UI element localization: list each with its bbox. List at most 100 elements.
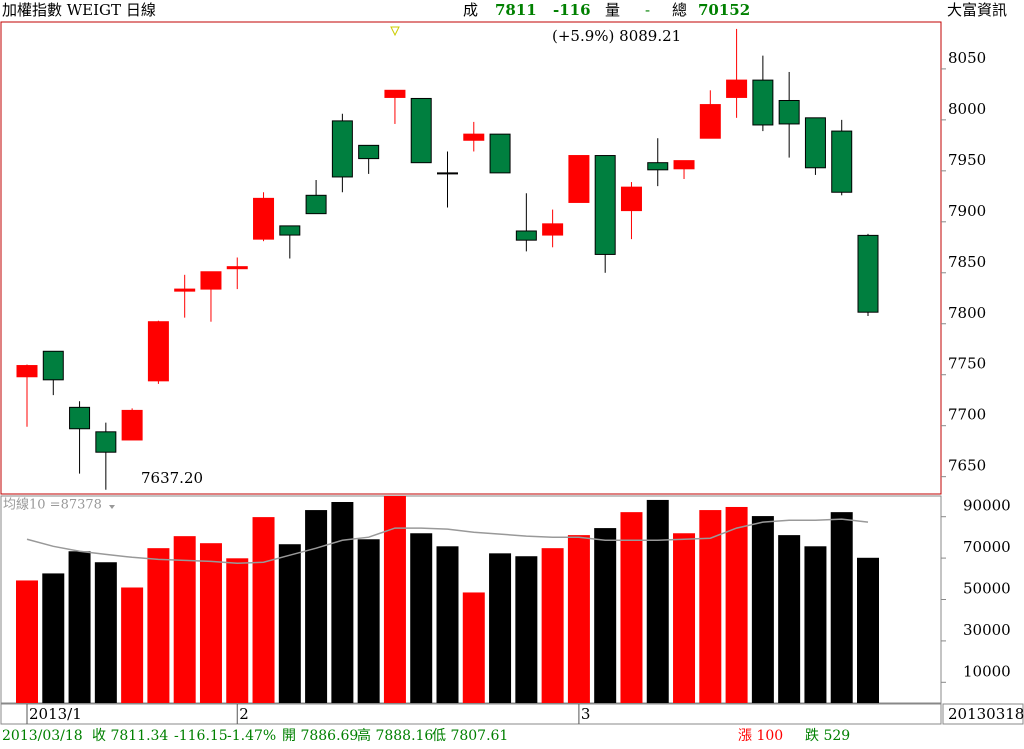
candle-body (331, 120, 353, 178)
footer-down: 跌 529 (805, 728, 850, 744)
footer-low: 低 7807.61 (432, 728, 508, 744)
candle-body (542, 223, 564, 236)
candle-body (726, 79, 748, 98)
total-label: 總 (672, 1, 687, 19)
deal-label: 成 (463, 1, 478, 19)
low-annotation: 7637.20 (141, 469, 203, 487)
volume-bar (725, 506, 748, 703)
volume-bar (252, 517, 275, 703)
price-panel (0, 21, 942, 495)
volume-bar (541, 548, 564, 703)
volume-label: 量 (605, 1, 620, 19)
volume-bar (436, 546, 459, 703)
candle-body (594, 155, 616, 255)
candle-body (410, 97, 432, 164)
candle-body (568, 155, 590, 203)
footer-high: 高 7888.16 (357, 727, 433, 744)
ma-legend: 均線10 =87378 (3, 497, 102, 513)
volume-bar (489, 553, 512, 703)
candle-body (279, 225, 301, 236)
x-tick-label: 2013/1 (29, 705, 82, 723)
marker (390, 26, 400, 37)
candle-body (437, 172, 458, 175)
footer-up: 漲 100 (738, 728, 783, 744)
candle-body (42, 350, 64, 381)
legend-arrow (109, 505, 115, 509)
title: 加權指數 WEIGT 日線 (2, 1, 156, 19)
candle-body (384, 89, 406, 98)
ma-line (26, 518, 869, 565)
candle-body (752, 79, 774, 126)
volume-bar (857, 557, 879, 703)
volume-bar (278, 544, 301, 703)
candle-body (200, 271, 222, 290)
candle-body (857, 234, 879, 313)
volume-bar (673, 533, 696, 703)
candle-body (226, 266, 248, 270)
footer-pct: -1.47% (227, 728, 276, 744)
y-tick-label: 10000 (963, 662, 1011, 680)
volume: - (645, 1, 650, 19)
volume-bar (778, 535, 801, 703)
high-annotation: (+5.9%) 8089.21 (552, 27, 681, 45)
y-tick-label: 7900 (948, 202, 986, 220)
footer-date: 2013/03/18 (2, 728, 83, 744)
y-tick-label: 30000 (963, 621, 1011, 639)
candle-body (253, 197, 275, 240)
volume-bar (383, 496, 406, 703)
y-tick-label: 7750 (948, 355, 986, 373)
y-tick-label: 8050 (948, 49, 986, 67)
x-tick-label: 3 (581, 705, 591, 723)
volume-bar (331, 502, 354, 703)
y-tick-label: 90000 (963, 497, 1011, 515)
total: 70152 (698, 1, 750, 19)
candle-body (305, 194, 327, 215)
y-tick-label: 7800 (948, 304, 986, 322)
volume-bar (94, 562, 117, 703)
date-box (942, 703, 1024, 725)
volume-bar (804, 546, 827, 703)
footer-change: -116.15 (174, 728, 228, 744)
candle-body (620, 186, 642, 212)
volume-bar (121, 587, 144, 703)
y-tick-label: 70000 (963, 538, 1011, 556)
end-date: 20130318 (948, 705, 1024, 723)
brand: 大富資訊 (947, 1, 1007, 19)
x-tick-label: 2 (239, 705, 249, 723)
y-tick-label: 50000 (963, 580, 1011, 598)
volume-bar (830, 512, 853, 703)
volume-bar (410, 533, 433, 703)
y-tick-label: 7850 (948, 253, 986, 271)
deal: 7811 (495, 1, 537, 19)
date-axis (0, 703, 942, 725)
volume-bar (646, 499, 669, 703)
candle-body (69, 406, 91, 430)
candle-body (699, 104, 721, 139)
volume-bar (173, 536, 196, 703)
volume-bar (594, 528, 617, 703)
candle-body (831, 130, 853, 193)
y-tick-label: 7650 (948, 457, 986, 475)
footer-open: 開 7886.69 (282, 728, 358, 744)
candle-body (174, 288, 196, 292)
candle-body (95, 431, 117, 453)
y-tick-label: 8000 (948, 100, 986, 118)
volume-bar (147, 548, 170, 703)
candle-body (358, 144, 380, 160)
volume-bar (68, 551, 91, 703)
y-tick-label: 7700 (948, 406, 986, 424)
volume-bar (567, 535, 590, 703)
y-tick-label: 7950 (948, 151, 986, 169)
volume-bar (199, 543, 222, 703)
change: -116 (553, 1, 591, 19)
volume-bar (462, 592, 485, 703)
volume-bar (515, 556, 538, 703)
candle-body (515, 230, 537, 241)
volume-bar (699, 510, 722, 703)
candle-body (778, 99, 800, 125)
candle-body (647, 162, 669, 171)
volume-bar (620, 512, 643, 703)
volume-bar (357, 539, 380, 703)
